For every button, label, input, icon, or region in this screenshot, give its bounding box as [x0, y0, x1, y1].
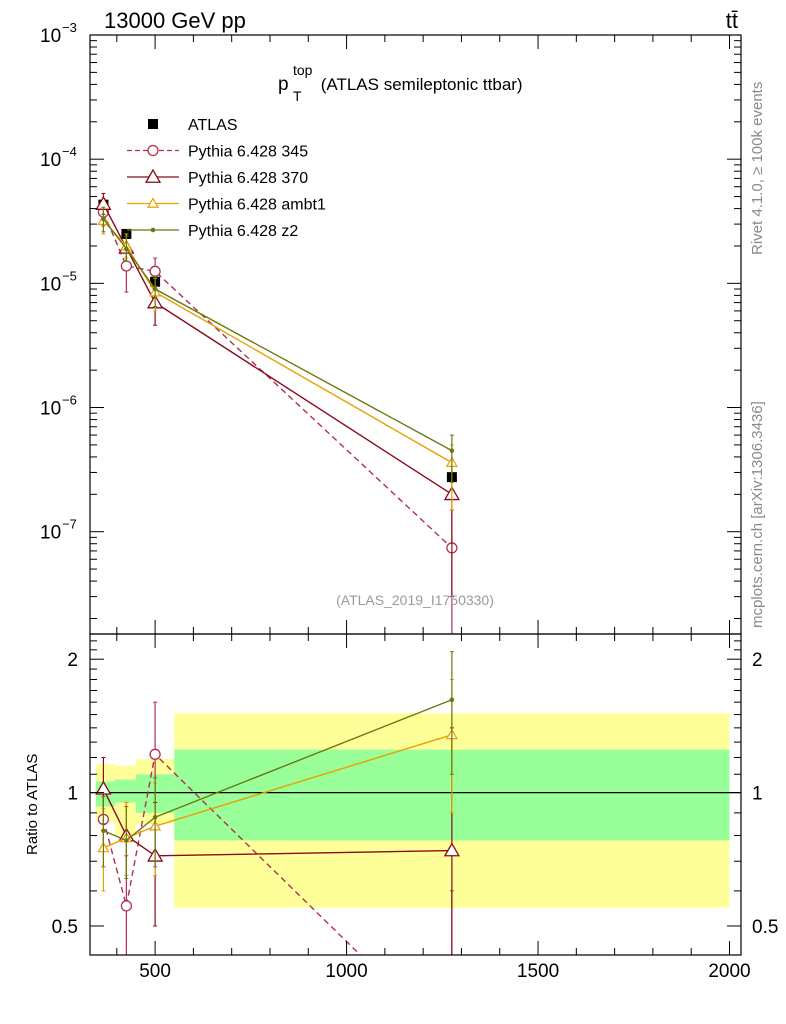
ratio-y-tick-label-right: 2 [752, 650, 763, 671]
ratio-y-tick-label-right: 1 [752, 784, 763, 805]
ratio-axes: 0.5 0.5 1 1 2 2 500 1000 1500 2000 [52, 634, 778, 982]
legend-marker-atlas [148, 119, 158, 129]
x-tick-label: 500 [139, 961, 171, 982]
ratio-y-tick-label: 2 [67, 650, 78, 671]
x-tick-label: 1500 [517, 961, 559, 982]
y-tick-label: 10 [40, 274, 61, 295]
marker-p345 [149, 265, 161, 277]
marker-z2 [152, 814, 158, 820]
legend-label: Pythia 6.428 370 [188, 170, 308, 187]
x-tick-label: 1000 [325, 961, 367, 982]
legend-label: Pythia 6.428 345 [188, 144, 308, 161]
y-tick-label: 10 [40, 399, 61, 420]
marker-p370 [95, 780, 112, 795]
process-label: tt̄ [726, 8, 738, 33]
x-tick-label: 2000 [708, 961, 750, 982]
marker-p345 [149, 748, 161, 760]
main-plot-area [95, 192, 460, 634]
marker-z2 [124, 838, 129, 843]
y-tick-exponent: −3 [62, 20, 77, 35]
y-tick-label: 10 [40, 26, 61, 47]
y-tick-label: 10 [40, 523, 61, 544]
title-main: p [278, 74, 289, 95]
ratio-y-tick-label: 1 [67, 784, 78, 805]
legend-marker-p345 [147, 144, 159, 157]
ratio-frame [89, 633, 742, 956]
ratio-plot-area [90, 651, 741, 955]
title-sup: top [293, 62, 313, 78]
legend: ATLAS Pythia 6.428 345 Pythia 6.428 370 Pyt… [127, 117, 326, 240]
legend-label: Pythia 6.428 ambt1 [188, 197, 326, 214]
uncertainty-band-inner [114, 779, 136, 803]
marker-p370 [443, 842, 460, 857]
ratio-y-tick-label: 0.5 [52, 917, 78, 938]
series-line-ambt1 [102, 220, 453, 464]
analysis-id: (ATLAS_2019_I1750330) [336, 592, 494, 608]
marker-z2 [152, 286, 158, 292]
marker-p345 [120, 900, 133, 912]
legend-marker-z2 [150, 227, 156, 233]
y-tick-exponent: −5 [62, 268, 77, 283]
marker-z2 [449, 697, 455, 703]
marker-z2 [101, 828, 106, 834]
source-label: mcplots.cern.ch [arXiv:1306.3436] [749, 401, 766, 628]
rivet-label: Rivet 4.1.0, ≥ 100k events [749, 82, 766, 255]
marker-z2 [449, 448, 455, 453]
y-tick-exponent: −7 [62, 517, 77, 532]
series-line-ambt1 [103, 734, 453, 849]
legend-marker-p370 [144, 168, 162, 183]
legend-label: Pythia 6.428 z2 [188, 223, 298, 240]
legend-marker-ambt1 [146, 197, 160, 208]
energy-label: 13000 GeV pp [104, 8, 246, 33]
marker-p345 [120, 260, 133, 272]
series-line-z2 [103, 699, 453, 842]
series-line-p370 [102, 788, 452, 857]
series-line-z2 [102, 218, 453, 452]
series-line-p370 [102, 203, 453, 495]
marker-z2 [124, 246, 129, 252]
y-tick-exponent: −6 [62, 393, 77, 408]
marker-z2 [101, 216, 106, 222]
ratio-ylabel: Ratio to ATLAS [24, 754, 41, 855]
y-tick-label: 10 [40, 150, 61, 171]
series-line-p345 [102, 752, 362, 955]
title-rest: (ATLAS semileptonic ttbar) [316, 75, 523, 94]
ratio-y-tick-label-right: 0.5 [752, 917, 778, 938]
plot-title: p [278, 74, 289, 95]
y-tick-exponent: −4 [62, 144, 77, 159]
legend-label: ATLAS [188, 117, 238, 134]
title-sub: T [293, 88, 302, 104]
main-axes: 10−710−610−510−410−3 [40, 20, 741, 634]
